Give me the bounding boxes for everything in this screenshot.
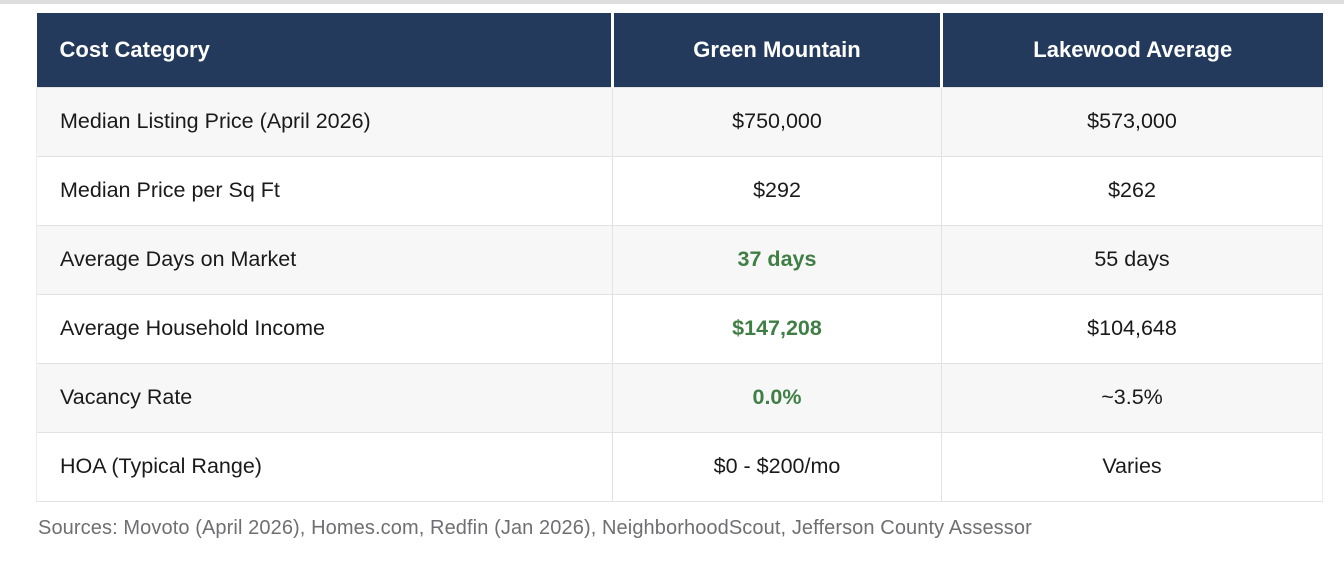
lakewood-average-value: $262 bbox=[941, 155, 1323, 225]
lakewood-average-value: 55 days bbox=[941, 224, 1323, 294]
row-category: Average Days on Market bbox=[36, 224, 613, 294]
lakewood-average-value: Varies bbox=[941, 431, 1323, 502]
lakewood-average-value: $104,648 bbox=[941, 293, 1323, 363]
green-mountain-value-highlighted: $147,208 bbox=[612, 293, 942, 363]
table-row-vacancy-rate: Vacancy Rate 0.0% ~3.5% bbox=[36, 362, 1323, 432]
row-category: Median Listing Price (April 2026) bbox=[36, 86, 613, 156]
header-row: Cost Category Green Mountain Lakewood Av… bbox=[36, 13, 1323, 87]
green-mountain-value: $0 - $200/mo bbox=[612, 431, 942, 502]
table-row-hoa-range: HOA (Typical Range) $0 - $200/mo Varies bbox=[36, 431, 1323, 502]
green-mountain-value: $750,000 bbox=[612, 86, 942, 156]
lakewood-average-value: ~3.5% bbox=[941, 362, 1323, 432]
green-mountain-value-highlighted: 0.0% bbox=[612, 362, 942, 432]
green-mountain-value-highlighted: 37 days bbox=[612, 224, 942, 294]
header-lakewood-average: Lakewood Average bbox=[940, 13, 1323, 87]
table-row-price-per-sqft: Median Price per Sq Ft $292 $262 bbox=[36, 155, 1323, 225]
table-row-household-income: Average Household Income $147,208 $104,6… bbox=[36, 293, 1323, 363]
top-border-strip bbox=[0, 0, 1344, 4]
header-cost-category: Cost Category bbox=[36, 13, 613, 87]
table-row-days-on-market: Average Days on Market 37 days 55 days bbox=[36, 224, 1323, 294]
comparison-table-container: Cost Category Green Mountain Lakewood Av… bbox=[36, 13, 1323, 540]
row-category: HOA (Typical Range) bbox=[36, 431, 613, 502]
green-mountain-value: $292 bbox=[612, 155, 942, 225]
table-row-median-listing-price: Median Listing Price (April 2026) $750,0… bbox=[36, 86, 1323, 156]
row-category: Average Household Income bbox=[36, 293, 613, 363]
row-category: Median Price per Sq Ft bbox=[36, 155, 613, 225]
cost-comparison-table: Cost Category Green Mountain Lakewood Av… bbox=[36, 13, 1323, 502]
sources-note: Sources: Movoto (April 2026), Homes.com,… bbox=[38, 516, 1032, 539]
header-green-mountain: Green Mountain bbox=[611, 13, 942, 87]
lakewood-average-value: $573,000 bbox=[941, 86, 1323, 156]
row-category: Vacancy Rate bbox=[36, 362, 613, 432]
table-body: Median Listing Price (April 2026) $750,0… bbox=[36, 86, 1323, 502]
